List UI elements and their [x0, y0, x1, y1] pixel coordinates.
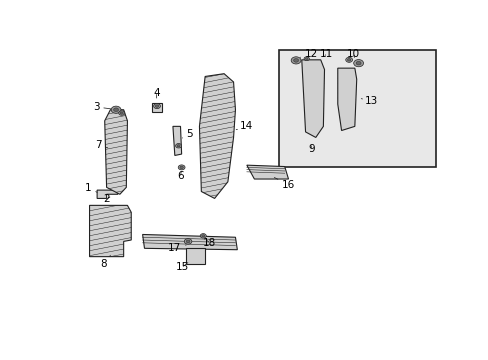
Circle shape	[202, 235, 204, 237]
Polygon shape	[142, 234, 237, 250]
Circle shape	[111, 106, 121, 113]
Polygon shape	[301, 60, 324, 138]
Circle shape	[355, 61, 360, 65]
Polygon shape	[337, 68, 356, 131]
Text: 7: 7	[95, 140, 107, 150]
Text: 12: 12	[300, 49, 317, 59]
Circle shape	[304, 57, 309, 61]
Text: 2: 2	[103, 194, 110, 204]
Text: 13: 13	[361, 96, 378, 107]
Circle shape	[186, 240, 190, 243]
Text: 5: 5	[182, 129, 193, 139]
Text: 17: 17	[168, 243, 186, 253]
Text: 4: 4	[153, 88, 160, 98]
Text: 16: 16	[274, 177, 295, 190]
Circle shape	[153, 104, 160, 109]
Polygon shape	[199, 74, 235, 198]
Circle shape	[180, 166, 183, 168]
Polygon shape	[186, 248, 205, 264]
Bar	[279, 50, 435, 167]
Polygon shape	[89, 205, 131, 257]
Text: 10: 10	[346, 49, 359, 59]
Text: 1: 1	[85, 183, 97, 193]
Circle shape	[120, 112, 123, 114]
Circle shape	[290, 57, 301, 64]
Text: 18: 18	[203, 238, 216, 248]
Text: 6: 6	[177, 171, 183, 181]
Text: 8: 8	[101, 255, 110, 269]
Circle shape	[119, 111, 124, 115]
Text: 11: 11	[319, 49, 332, 59]
Polygon shape	[152, 103, 161, 112]
Text: 15: 15	[175, 262, 189, 272]
Text: 3: 3	[93, 102, 110, 112]
Circle shape	[113, 108, 118, 112]
Circle shape	[293, 59, 298, 62]
Text: 9: 9	[307, 144, 314, 154]
Circle shape	[177, 145, 180, 147]
Circle shape	[347, 59, 350, 61]
Circle shape	[200, 234, 206, 238]
Polygon shape	[246, 165, 288, 179]
Polygon shape	[104, 110, 127, 194]
Circle shape	[155, 105, 159, 107]
Polygon shape	[173, 126, 181, 156]
Circle shape	[178, 165, 184, 170]
Circle shape	[305, 58, 307, 60]
Circle shape	[345, 57, 352, 62]
Polygon shape	[97, 190, 118, 198]
Circle shape	[353, 59, 363, 67]
Circle shape	[175, 144, 181, 148]
Circle shape	[184, 239, 191, 244]
Text: 14: 14	[236, 121, 253, 131]
